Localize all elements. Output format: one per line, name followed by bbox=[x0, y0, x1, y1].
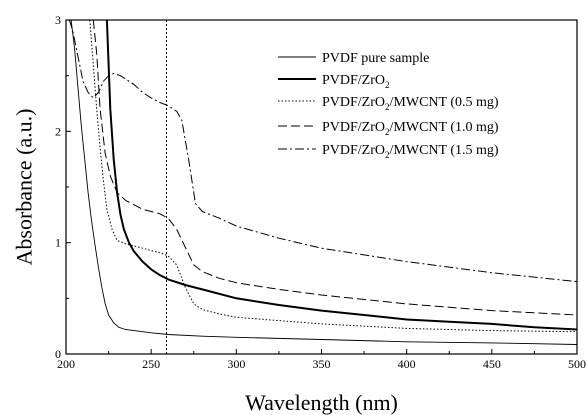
series-layer bbox=[68, 20, 577, 345]
x-tick-label: 400 bbox=[398, 357, 416, 371]
plot-frame bbox=[65, 19, 578, 355]
series-line-1 bbox=[70, 20, 577, 345]
y-tick-label: 2 bbox=[55, 124, 61, 138]
y-tick-label: 1 bbox=[55, 236, 61, 250]
series-line-3 bbox=[89, 20, 577, 333]
x-tick-label: 450 bbox=[483, 357, 501, 371]
x-tick-label: 300 bbox=[227, 357, 245, 371]
x-axis-title: Wavelength (nm) bbox=[245, 390, 398, 415]
legend-label-4: PVDF/ZrO2/MWCNT (1.0 mg) bbox=[322, 120, 499, 137]
legend-label-3: PVDF/ZrO2/MWCNT (0.5 mg) bbox=[322, 95, 499, 112]
y-axis-title: Absorbance (a.u.) bbox=[12, 109, 37, 266]
y-tick-label: 0 bbox=[55, 347, 61, 361]
legend-label-2: PVDF/ZrO2 bbox=[322, 73, 390, 90]
series-line-2 bbox=[105, 20, 577, 331]
legend-label-5: PVDF/ZrO2/MWCNT (1.5 mg) bbox=[322, 143, 499, 160]
legend: PVDF pure sample PVDF/ZrO2 PVDF/ZrO2/MWCNT… bbox=[278, 51, 499, 160]
ticks-layer: 200 250 300 350 400 450 500 0 1 2 3 bbox=[55, 13, 586, 371]
x-tick-label: 500 bbox=[568, 357, 586, 371]
series-line-4 bbox=[92, 20, 577, 316]
y-tick-label: 3 bbox=[55, 13, 61, 27]
x-tick-label: 250 bbox=[142, 357, 160, 371]
legend-label-1: PVDF pure sample bbox=[322, 51, 429, 66]
x-tick-label: 200 bbox=[57, 357, 75, 371]
x-tick-label: 350 bbox=[313, 357, 331, 371]
series-line-5 bbox=[68, 20, 577, 283]
